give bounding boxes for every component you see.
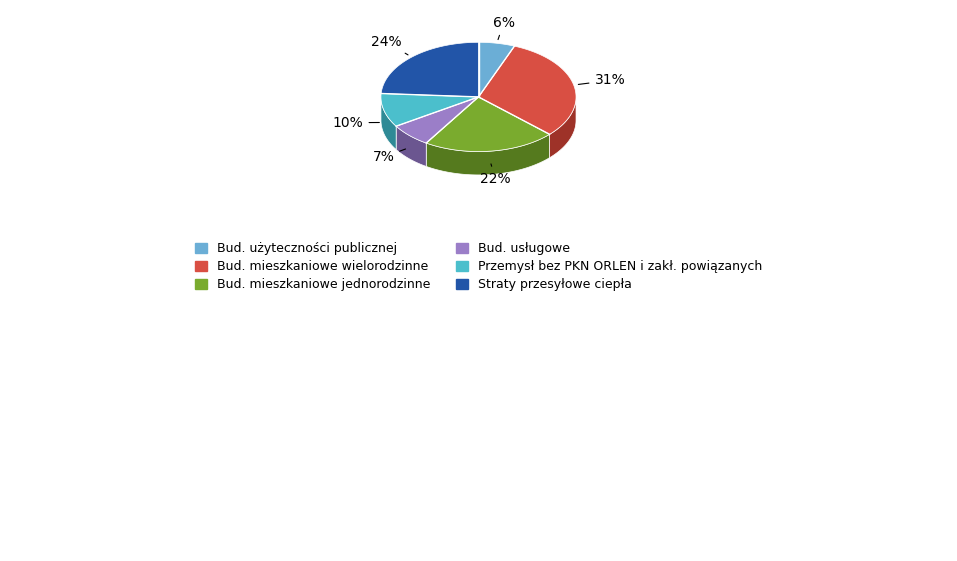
Text: 24%: 24% — [371, 35, 408, 55]
Polygon shape — [381, 97, 396, 150]
Polygon shape — [426, 97, 478, 167]
Text: 31%: 31% — [578, 73, 625, 88]
Polygon shape — [549, 97, 576, 158]
Text: 10%: 10% — [333, 116, 379, 130]
Polygon shape — [396, 97, 478, 150]
Polygon shape — [381, 94, 478, 126]
Polygon shape — [478, 46, 576, 134]
Polygon shape — [396, 97, 478, 143]
Polygon shape — [426, 134, 549, 175]
Polygon shape — [396, 97, 478, 150]
Polygon shape — [396, 126, 426, 167]
Polygon shape — [426, 97, 549, 151]
Polygon shape — [381, 42, 478, 97]
Text: 22%: 22% — [480, 164, 511, 186]
Polygon shape — [478, 42, 515, 97]
Polygon shape — [478, 97, 549, 158]
Text: 7%: 7% — [372, 149, 406, 164]
Polygon shape — [426, 97, 478, 167]
Text: 6%: 6% — [493, 16, 515, 40]
Legend: Bud. użyteczności publicznej, Bud. mieszkaniowe wielorodzinne, Bud. mieszkaniowe: Bud. użyteczności publicznej, Bud. miesz… — [189, 237, 768, 296]
Polygon shape — [478, 97, 549, 158]
